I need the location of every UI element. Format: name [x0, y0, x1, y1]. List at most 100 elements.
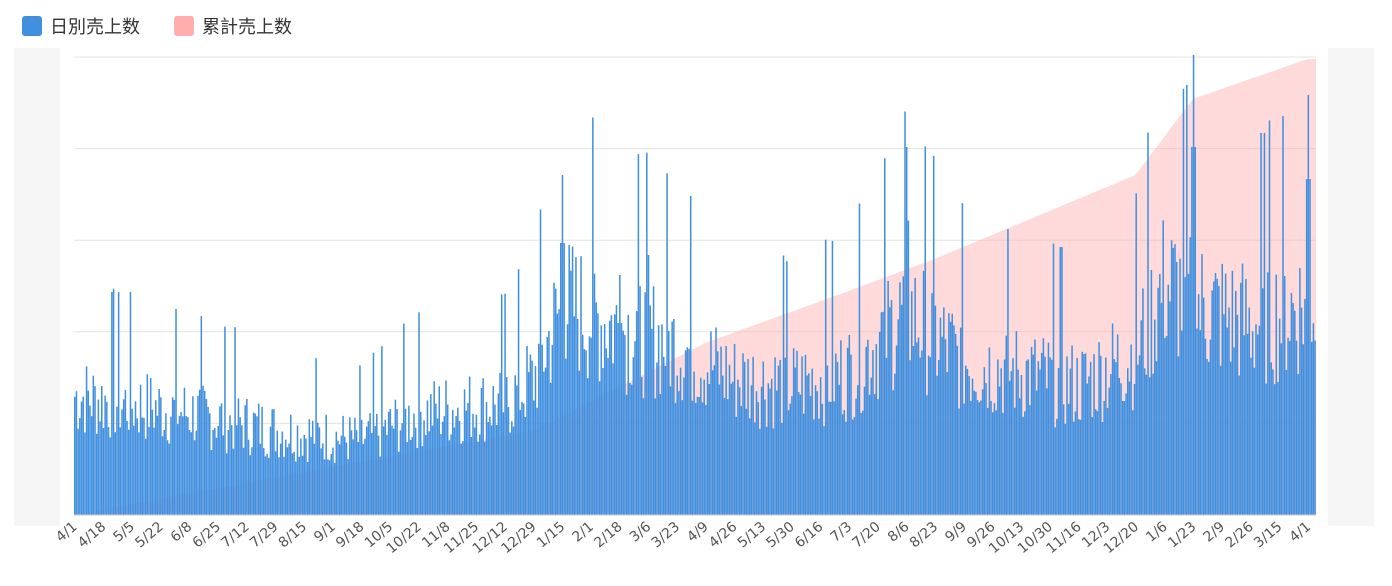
daily-bar: [946, 372, 948, 515]
daily-bar: [575, 257, 577, 515]
daily-bar: [151, 409, 154, 515]
daily-bar: [308, 419, 311, 515]
daily-bar: [435, 403, 437, 515]
daily-bar: [786, 261, 788, 515]
daily-bar: [733, 343, 736, 515]
daily-bar: [546, 337, 549, 515]
daily-bar: [1008, 380, 1011, 515]
daily-bar: [1238, 375, 1240, 515]
daily-bar: [156, 415, 159, 515]
daily-bar: [187, 417, 189, 515]
daily-bar: [224, 326, 226, 515]
daily-bar: [816, 391, 819, 515]
daily-bar: [497, 393, 500, 515]
daily-bar: [261, 406, 263, 515]
daily-bar: [919, 357, 921, 515]
daily-bar: [1130, 344, 1132, 515]
daily-bar: [527, 372, 530, 515]
daily-bar: [1135, 193, 1137, 516]
daily-bar: [1290, 292, 1293, 515]
daily-bar: [934, 305, 937, 515]
daily-bar: [894, 373, 896, 515]
daily-bar: [354, 417, 356, 515]
daily-bar: [1182, 88, 1185, 515]
daily-bar: [943, 307, 945, 515]
daily-bar: [850, 354, 852, 515]
daily-bar: [234, 327, 236, 515]
daily-bar: [1115, 362, 1117, 515]
daily-bar: [705, 405, 707, 515]
daily-bar: [1051, 359, 1053, 515]
daily-bar: [890, 300, 893, 515]
daily-bar: [214, 427, 216, 515]
daily-bar: [242, 447, 245, 515]
daily-bar: [170, 416, 172, 515]
daily-bar: [477, 442, 479, 515]
daily-bar: [625, 394, 628, 515]
legend-item-cumulative[interactable]: 累計売上数: [174, 13, 292, 39]
daily-bar: [963, 403, 965, 515]
daily-bar: [561, 175, 564, 515]
daily-bar: [649, 305, 651, 515]
daily-bar: [851, 419, 854, 515]
daily-bar: [1027, 359, 1029, 515]
daily-bar: [1241, 263, 1244, 515]
daily-bar: [867, 339, 869, 515]
daily-bar: [803, 413, 805, 515]
daily-bar: [74, 396, 76, 515]
daily-bar: [215, 437, 218, 515]
daily-bar: [269, 426, 272, 515]
daily-bar: [652, 286, 655, 515]
daily-bar: [180, 412, 182, 515]
daily-bar: [190, 432, 192, 515]
daily-bar: [1089, 361, 1092, 515]
daily-bar: [722, 375, 724, 515]
daily-bar: [414, 427, 417, 515]
daily-bar: [291, 453, 294, 515]
daily-bar: [716, 351, 719, 515]
daily-bar: [236, 425, 238, 515]
daily-bar: [985, 383, 987, 515]
daily-bar: [379, 456, 381, 515]
daily-bar: [1083, 354, 1085, 515]
daily-bar: [634, 341, 636, 515]
daily-bar: [109, 437, 111, 515]
x-tick-label: 4/1: [1287, 519, 1315, 546]
daily-bar: [799, 394, 802, 515]
daily-bar: [183, 387, 186, 515]
daily-bar: [129, 291, 132, 515]
daily-bar: [1214, 273, 1217, 515]
daily-bar: [931, 293, 933, 515]
daily-bar: [794, 367, 797, 515]
daily-bar: [1094, 409, 1097, 515]
daily-bar: [266, 453, 268, 515]
x-tick-label: 7/20: [849, 519, 883, 551]
daily-bar: [1064, 423, 1067, 515]
daily-bar: [614, 314, 616, 515]
daily-bar: [276, 430, 279, 515]
daily-bar: [939, 317, 942, 515]
daily-bar: [553, 282, 555, 515]
daily-bar: [1187, 273, 1190, 515]
legend-item-daily[interactable]: 日別売上数: [22, 13, 140, 39]
daily-bar: [1202, 297, 1205, 515]
daily-bar: [868, 394, 871, 515]
daily-bar: [644, 292, 646, 515]
daily-bar: [668, 330, 670, 515]
daily-bar: [468, 376, 471, 515]
daily-bar: [1128, 381, 1131, 515]
daily-bar: [1061, 247, 1063, 515]
daily-bar: [629, 383, 631, 515]
daily-bar: [595, 302, 597, 515]
daily-bar: [548, 331, 550, 515]
daily-bar: [197, 395, 199, 515]
daily-bar: [1253, 367, 1256, 515]
daily-bar: [865, 346, 867, 515]
daily-bar: [377, 435, 380, 515]
daily-bar: [479, 434, 481, 515]
daily-bar: [381, 346, 383, 515]
daily-bar: [936, 375, 938, 515]
daily-bar: [1113, 359, 1116, 515]
daily-bar: [671, 321, 673, 515]
daily-bar: [143, 417, 145, 515]
